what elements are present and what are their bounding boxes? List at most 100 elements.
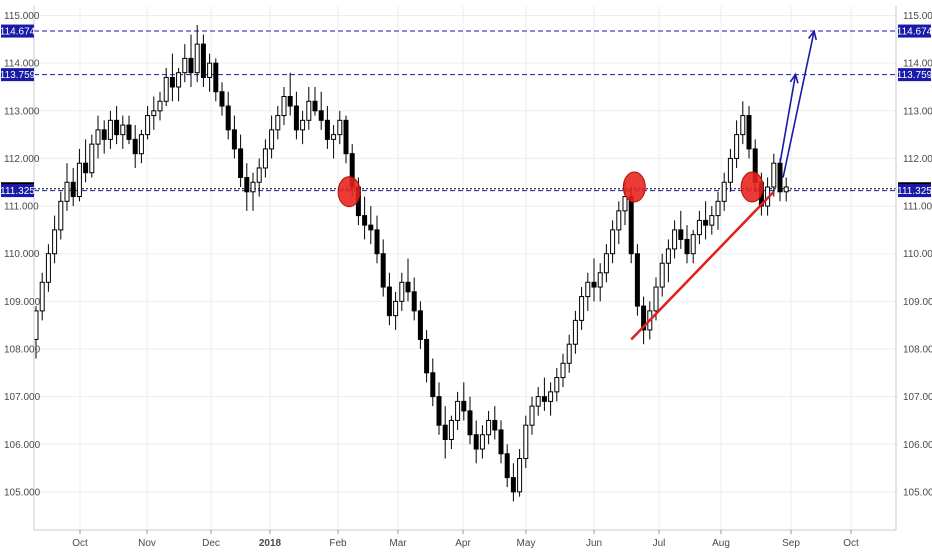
candle-body <box>275 115 281 131</box>
candle-body <box>45 253 51 283</box>
x-tick-label: Sep <box>782 538 800 549</box>
candle-body <box>262 148 268 169</box>
candle-body <box>641 305 647 331</box>
y-tick-label-right: 113.000 <box>903 106 932 117</box>
y-tick-label-left: 109.000 <box>4 297 41 308</box>
y-tick-label-right: 108.000 <box>903 344 932 355</box>
candle-body <box>293 105 299 131</box>
y-tick-label-left: 115.000 <box>4 11 40 22</box>
candle-body <box>417 310 423 340</box>
candle-body <box>579 296 585 321</box>
candle-body <box>529 405 535 426</box>
x-tick-label: Oct <box>72 538 88 549</box>
axis-layer: 105.000 105.000 106.000 106.000 107.000 107.0… <box>4 6 932 549</box>
y-tick-label-right: 110.000 <box>903 249 932 260</box>
candle-body <box>182 57 188 74</box>
highlight-circle <box>337 176 361 208</box>
support-trend-line <box>630 190 775 341</box>
candle-body <box>535 396 541 407</box>
y-tick-label-left: 113.000 <box>4 106 40 117</box>
candle-body <box>684 238 690 255</box>
x-tick-label: Nov <box>138 538 156 549</box>
candle-body <box>746 115 752 150</box>
candle-body <box>58 200 64 231</box>
candle-body <box>225 105 231 131</box>
candle-body <box>727 157 733 183</box>
y-tick-label-left: 107.000 <box>4 392 41 403</box>
price-badge-bg <box>1 24 34 38</box>
candle-body <box>510 477 516 493</box>
candle-body <box>703 219 709 226</box>
candle-body <box>424 338 430 374</box>
candle-body <box>324 119 330 140</box>
candle-body <box>504 453 510 479</box>
y-tick-label-right: 111.000 <box>903 202 932 213</box>
candle-body <box>176 72 182 88</box>
price-badge-bg <box>1 184 34 198</box>
projection-arrow-head <box>807 29 818 41</box>
candle-body <box>157 100 163 112</box>
candle-body <box>362 215 368 226</box>
y-tick-label-left: 114.000 <box>4 59 40 70</box>
candle-body <box>126 124 132 140</box>
y-tick-label-right: 107.000 <box>903 392 932 403</box>
projection-arrow-head <box>789 72 799 84</box>
candle-body <box>380 253 386 288</box>
x-tick-label: Feb <box>329 538 347 549</box>
candle-body <box>473 434 479 450</box>
y-tick-label-left: 110.000 <box>4 249 40 260</box>
candle-body <box>83 162 89 174</box>
candle-body <box>591 281 597 288</box>
candle-body <box>622 196 628 212</box>
candle-body <box>715 200 721 217</box>
candle-body <box>771 162 777 188</box>
price-badge-label: 113.759 <box>0 70 36 81</box>
candle-body <box>734 134 740 159</box>
candle-body <box>541 396 547 402</box>
candle-body <box>777 162 783 193</box>
candle-body <box>467 410 473 436</box>
candle-body <box>76 162 82 198</box>
candle-body <box>783 186 789 193</box>
projection-arrow-shaft <box>782 31 815 178</box>
candle-body <box>634 253 640 307</box>
candle-body <box>709 215 715 226</box>
candle-body <box>231 129 237 150</box>
x-tick-label: 2018 <box>259 538 282 549</box>
candle-body <box>114 119 120 136</box>
candle-body <box>256 167 262 183</box>
candle-body <box>64 181 70 202</box>
candle-body <box>145 115 151 136</box>
grid-layer <box>34 6 896 530</box>
candle-body <box>70 181 76 198</box>
y-tick-label-right: 115.000 <box>903 11 932 22</box>
candle-body <box>188 57 194 74</box>
y-tick-label-left: 105.000 <box>4 487 41 498</box>
candle-body <box>597 272 603 288</box>
price-badge-label: 114.674 <box>897 27 932 38</box>
candle-body <box>554 377 560 393</box>
price-badge-right: 114.674 <box>897 24 932 38</box>
x-tick-label: Oct <box>843 538 859 549</box>
candle-body <box>312 100 318 112</box>
candle-body <box>39 281 45 312</box>
y-tick-label-right: 114.000 <box>903 59 932 70</box>
candle-body <box>120 124 126 136</box>
candle-body <box>721 181 727 202</box>
y-tick-label-left: 112.000 <box>4 154 40 165</box>
candle-body <box>163 76 169 102</box>
x-tick-label: Dec <box>202 538 220 549</box>
candle-body <box>337 119 343 136</box>
candle-body <box>740 115 746 136</box>
y-tick-label-right: 106.000 <box>903 440 932 451</box>
candle-body <box>374 229 380 255</box>
candle-body <box>572 319 578 345</box>
price-badge-left: 111.325 <box>0 184 35 198</box>
candle-body <box>659 262 665 288</box>
candle-body <box>151 110 157 117</box>
x-tick-label: Apr <box>455 538 471 549</box>
candle-body <box>678 229 684 240</box>
candle-layer <box>33 25 789 502</box>
candle-body <box>566 343 572 364</box>
